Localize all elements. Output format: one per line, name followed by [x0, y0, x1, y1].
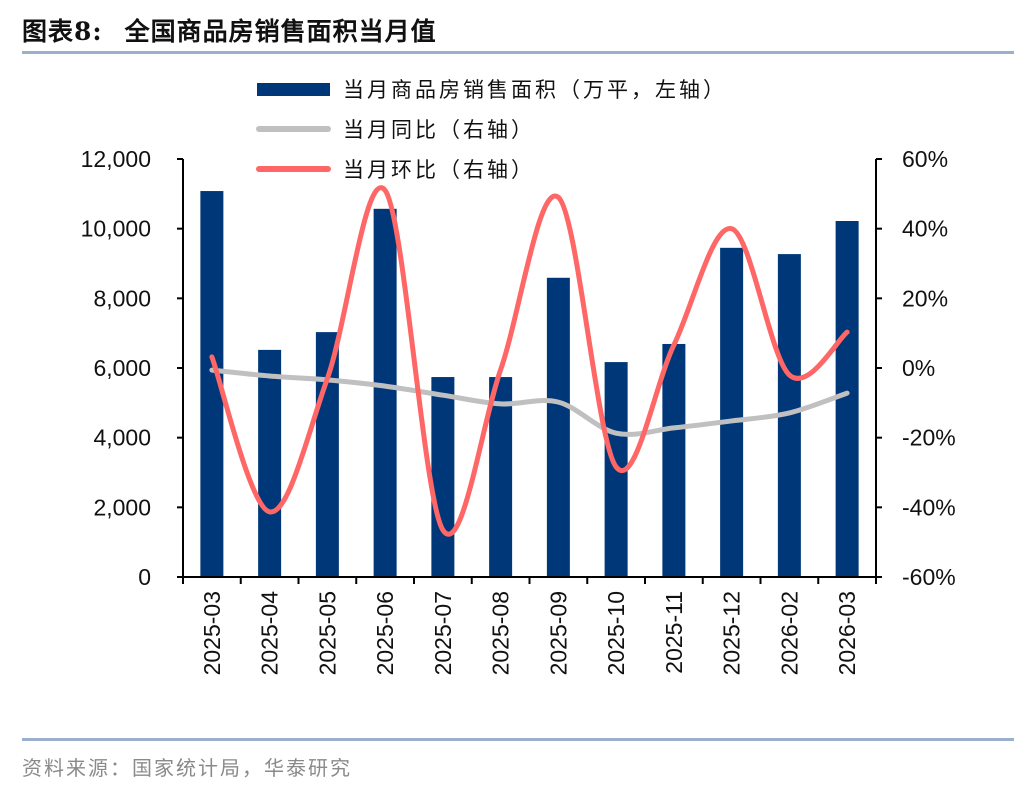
figure-title-text: 全国商品房销售面积当月值: [124, 17, 437, 46]
right-tick-label: 0%: [902, 355, 935, 381]
bar-series: [200, 191, 859, 578]
line-series: [209, 185, 850, 537]
left-tick-label: 8,000: [93, 285, 151, 311]
bar-2025-03: [200, 191, 224, 577]
x-tick-label: 2026-03: [834, 591, 860, 675]
x-tick-label: 2025-06: [372, 591, 398, 675]
left-tick-label: 0: [138, 564, 151, 590]
bar-2025-07: [431, 377, 455, 577]
chart: 0 2,000 4,000 6,000 8,000 10,000 12,000 -60% -40…: [81, 78, 956, 675]
right-tick-label: -60%: [902, 564, 956, 590]
yoy-line: [209, 367, 850, 437]
x-tick-label: 2025-08: [488, 591, 514, 675]
bar-2025-05: [315, 332, 339, 577]
x-tick-label: 2025-12: [719, 591, 745, 675]
figure-title: 图表8: 全国商品房销售面积当月值: [22, 12, 437, 48]
axes: 0 2,000 4,000 6,000 8,000 10,000 12,000 -60% -40…: [81, 146, 956, 675]
right-tick-label: 60%: [902, 146, 948, 172]
left-tick-label: 10,000: [81, 216, 151, 242]
left-tick-label: 2,000: [93, 494, 151, 520]
bar-2026-02: [777, 254, 801, 577]
bar-2025-11: [662, 343, 686, 577]
figure-label: 图表8:: [22, 17, 103, 46]
bar-2025-04: [258, 349, 282, 577]
bar-2026-03: [835, 221, 859, 577]
legend-swatch-bar: [257, 83, 330, 96]
title-divider: [22, 51, 1014, 54]
legend-label: 当月同比（右轴）: [343, 118, 535, 142]
source-note: 资料来源：国家统计局，华泰研究: [22, 756, 352, 780]
bar-2025-09: [546, 277, 570, 577]
left-tick-label: 12,000: [81, 146, 151, 172]
right-tick-label: -20%: [902, 425, 956, 451]
bar-2025-08: [489, 377, 513, 577]
x-tick-label: 2025-03: [199, 591, 225, 675]
x-tick-label: 2025-07: [430, 591, 456, 675]
x-tick-label: 2025-10: [603, 591, 629, 675]
mom-line: [209, 185, 850, 537]
x-tick-label: 2025-04: [257, 591, 283, 676]
right-tick-label: 20%: [902, 285, 948, 311]
footer-divider: [22, 738, 1014, 741]
legend: 当月商品房销售面积（万平，左轴） 当月同比（右轴） 当月环比（右轴）: [256, 78, 727, 182]
bar-2025-12: [720, 247, 744, 577]
x-tick-label: 2025-05: [314, 591, 340, 675]
left-tick-label: 4,000: [93, 425, 151, 451]
legend-label: 当月商品房销售面积（万平，左轴）: [343, 78, 727, 102]
right-tick-label: -40%: [902, 494, 956, 520]
left-tick-label: 6,000: [93, 355, 151, 381]
x-tick-label: 2025-11: [661, 591, 687, 674]
right-tick-label: 40%: [902, 216, 948, 242]
legend-label: 当月环比（右轴）: [343, 158, 535, 182]
x-tick-label: 2025-09: [545, 591, 571, 675]
x-tick-label: 2026-02: [776, 591, 802, 675]
bar-2025-06: [373, 208, 397, 578]
